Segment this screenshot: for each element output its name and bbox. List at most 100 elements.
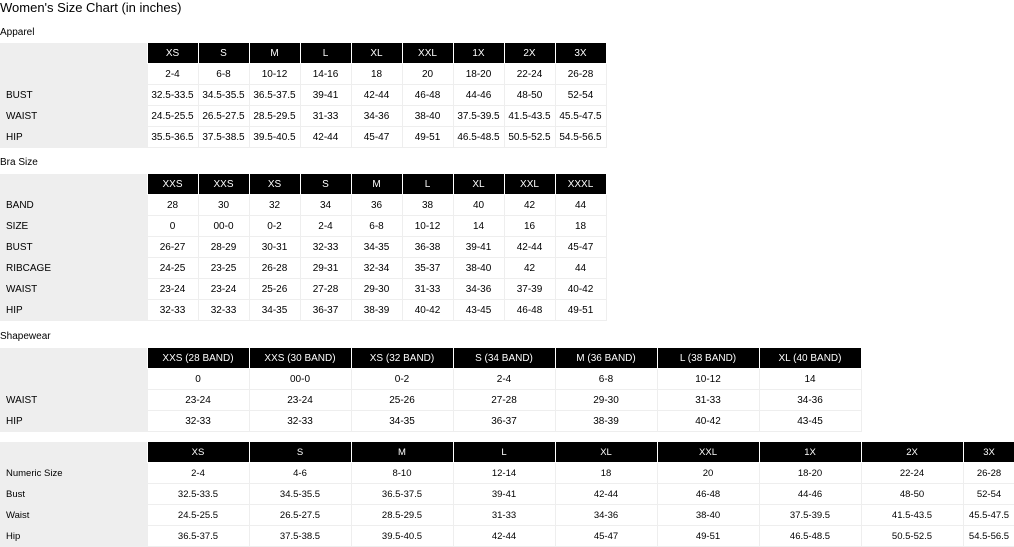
table-cell: 10-12 [401, 215, 454, 237]
table-cell: 41.5-43.5 [860, 504, 964, 526]
table-cell: 38-39 [554, 410, 658, 432]
table-cell: 00-0 [197, 215, 250, 237]
section-heading: Shapewear [0, 331, 51, 342]
table-cell: 26-27 [146, 236, 199, 258]
size-table: XXS (28 BAND) XXS (30 BAND) XS (32 BAND) S … [0, 347, 862, 432]
column-header: S [197, 42, 250, 64]
table-cell: 6-8 [350, 215, 403, 237]
table-cell: 22-24 [860, 462, 964, 484]
column-header: XL [554, 441, 658, 463]
table-cell: 45.5-47.5 [962, 504, 1014, 526]
table-cell: 44 [554, 257, 607, 279]
size-table: XS S M L XL XXL 1X 2X 3X Numeric Size 2-4 4-6 8-10 12… [0, 441, 1014, 547]
table-cell: 36.5-37.5 [248, 84, 301, 106]
table-cell: 29-31 [299, 257, 352, 279]
page-title: Women's Size Chart (in inches) [0, 0, 182, 15]
table-cell: 39.5-40.5 [248, 126, 301, 148]
table-row: Numeric Size 2-4 4-6 8-10 12-14 18 20 18-20 22-2… [0, 462, 1014, 484]
table-cell: 23-24 [248, 389, 352, 411]
table-cell: 2-4 [299, 215, 352, 237]
table-cell: 49-51 [656, 525, 760, 547]
table-cell: 38-40 [452, 257, 505, 279]
row-label: Bust [0, 483, 147, 505]
table-cell: 43-45 [452, 299, 505, 321]
table-cell: 23-24 [197, 278, 250, 300]
table-cell: 42 [503, 257, 556, 279]
table-cell: 24-25 [146, 257, 199, 279]
table-cell: 34-35 [350, 410, 454, 432]
table-cell: 29-30 [350, 278, 403, 300]
column-header: XS [146, 441, 250, 463]
table-cell: 31-33 [656, 389, 760, 411]
column-header: XXS (28 BAND) [146, 347, 250, 369]
table-cell: 39-41 [452, 483, 556, 505]
table-row: Bust 32.5-33.5 34.5-35.5 36.5-37.5 39-41 42-4… [0, 483, 1014, 505]
table-cell: 25-26 [350, 389, 454, 411]
header-row: XS S M L XL XXL 1X 2X 3X [0, 42, 607, 64]
table-cell: 26-28 [962, 462, 1014, 484]
table-cell: 24.5-25.5 [146, 504, 250, 526]
table-cell: 38-40 [401, 105, 454, 127]
column-header: XS [146, 42, 199, 64]
row-label [0, 347, 147, 369]
table-cell: 46.5-48.5 [758, 525, 862, 547]
table-cell: 41.5-43.5 [503, 105, 556, 127]
table-cell: 28 [146, 194, 199, 216]
table-cell: 0 [146, 368, 250, 390]
table-cell: 46-48 [656, 483, 760, 505]
table-cell: 34-35 [350, 236, 403, 258]
table-cell: 34-36 [350, 105, 403, 127]
table-cell: 35-37 [401, 257, 454, 279]
table-cell: 42-44 [299, 126, 352, 148]
table-cell: 36-38 [401, 236, 454, 258]
table-cell: 42-44 [503, 236, 556, 258]
table-cell: 36-37 [299, 299, 352, 321]
table-cell: 32-33 [146, 410, 250, 432]
table-cell: 28.5-29.5 [248, 105, 301, 127]
table-cell: 44-46 [452, 84, 505, 106]
table-cell: 10-12 [248, 63, 301, 85]
table-cell: 32.5-33.5 [146, 483, 250, 505]
table-cell: 37.5-39.5 [452, 105, 505, 127]
table-cell: 31-33 [452, 504, 556, 526]
table-cell: 32-33 [299, 236, 352, 258]
row-label: BUST [0, 84, 147, 106]
table-cell: 40 [452, 194, 505, 216]
row-label: Numeric Size [0, 462, 147, 484]
table-cell: 18 [554, 462, 658, 484]
table-cell: 34-35 [248, 299, 301, 321]
column-header: M [248, 42, 301, 64]
column-header: 1X [452, 42, 505, 64]
table-row: WAIST 23-24 23-24 25-26 27-28 29-30 31-33 34-36… [0, 278, 607, 300]
table-cell: 18 [350, 63, 403, 85]
table-cell: 31-33 [401, 278, 454, 300]
row-label: HIP [0, 299, 147, 321]
column-header: 2X [860, 441, 964, 463]
table-cell: 14 [452, 215, 505, 237]
section-heading: Bra Size [0, 157, 38, 168]
table-cell: 37.5-38.5 [248, 525, 352, 547]
size-table: XS S M L XL XXL 1X 2X 3X 2-4 6-8 10-12 14-16 18 20 18-2… [0, 42, 607, 148]
table-cell: 45.5-47.5 [554, 105, 607, 127]
table-row: BUST 32.5-33.5 34.5-35.5 36.5-37.5 39-41 42-4… [0, 84, 607, 106]
column-header: 1X [758, 441, 862, 463]
table-cell: 49-51 [554, 299, 607, 321]
table-row: WAIST 23-24 23-24 25-26 27-28 29-30 31-33 34-36 [0, 389, 862, 411]
table-cell: 38 [401, 194, 454, 216]
table-cell: 32-33 [197, 299, 250, 321]
table-cell: 35.5-36.5 [146, 126, 199, 148]
column-header: S (34 BAND) [452, 347, 556, 369]
table-cell: 42-44 [350, 84, 403, 106]
header-row: XXS (28 BAND) XXS (30 BAND) XS (32 BAND) S … [0, 347, 862, 369]
column-header: L (38 BAND) [656, 347, 760, 369]
table-cell: 37-39 [503, 278, 556, 300]
table-cell: 20 [656, 462, 760, 484]
table-cell: 18 [554, 215, 607, 237]
table-cell: 31-33 [299, 105, 352, 127]
row-label: RIBCAGE [0, 257, 147, 279]
header-row: XS S M L XL XXL 1X 2X 3X [0, 441, 1014, 463]
table-cell: 34.5-35.5 [197, 84, 250, 106]
size-table: XXS XXS XS S M L XL XXL XXXL BAND 28 30 32 34 36 38 40 42… [0, 173, 607, 321]
table-cell: 45-47 [554, 236, 607, 258]
table-cell: 49-51 [401, 126, 454, 148]
